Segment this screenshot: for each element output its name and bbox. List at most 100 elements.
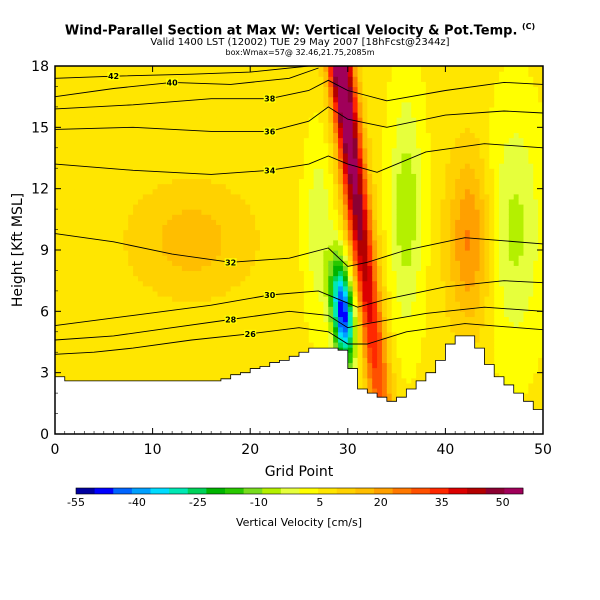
velocity-cell (313, 106, 320, 113)
velocity-cell (372, 280, 378, 287)
velocity-cell (313, 188, 320, 195)
velocity-cell (235, 239, 242, 246)
velocity-cell (313, 183, 320, 190)
velocity-cell (225, 301, 232, 307)
velocity-cell (255, 239, 261, 246)
velocity-cell (235, 357, 242, 364)
velocity-cell (55, 112, 61, 118)
velocity-cell (299, 219, 305, 226)
velocity-cell (186, 152, 193, 159)
velocity-cell (152, 239, 159, 246)
velocity-cell (240, 122, 246, 128)
velocity-cell (201, 198, 207, 205)
velocity-cell (172, 270, 178, 277)
velocity-cell (84, 234, 90, 241)
velocity-cell (357, 367, 364, 374)
velocity-cell (98, 372, 105, 379)
velocity-cell (255, 316, 261, 323)
velocity-cell (162, 224, 168, 231)
velocity-cell (206, 193, 212, 200)
velocity-cell (313, 280, 320, 287)
velocity-cell (294, 193, 300, 200)
velocity-cell (357, 193, 364, 200)
velocity-cell (328, 285, 334, 292)
velocity-cell (274, 331, 281, 338)
velocity-cell (362, 352, 368, 358)
velocity-cell (225, 142, 232, 149)
velocity-cell (152, 96, 159, 103)
velocity-cell (137, 316, 144, 323)
velocity-cell (289, 117, 295, 123)
velocity-cell (284, 173, 290, 180)
velocity-cell (59, 188, 66, 195)
velocity-cell (152, 244, 159, 251)
velocity-cell (299, 86, 305, 93)
velocity-cell (289, 214, 295, 220)
velocity-cell (377, 362, 383, 369)
velocity-cell (328, 183, 334, 190)
velocity-cell (303, 275, 310, 282)
velocity-cell (74, 168, 80, 174)
velocity-cell (55, 106, 61, 113)
velocity-cell (59, 280, 66, 287)
velocity-cell (118, 260, 124, 266)
velocity-cell (157, 306, 163, 312)
velocity-cell (94, 163, 100, 169)
velocity-cell (289, 168, 295, 174)
velocity-cell (118, 270, 124, 277)
velocity-cell (269, 326, 276, 333)
velocity-cell (269, 163, 276, 169)
velocity-cell (137, 178, 144, 185)
velocity-cell (191, 250, 198, 256)
velocity-cell (196, 152, 202, 159)
velocity-cell (264, 137, 271, 144)
velocity-cell (98, 265, 105, 272)
velocity-cell (274, 168, 281, 174)
velocity-cell (352, 234, 359, 241)
velocity-cell (328, 178, 334, 185)
velocity-cell (79, 158, 85, 164)
velocity-cell (220, 71, 227, 77)
velocity-cell (55, 188, 61, 195)
velocity-cell (113, 336, 120, 343)
velocity-cell (338, 229, 344, 236)
velocity-cell (167, 117, 173, 123)
velocity-cell (308, 147, 315, 154)
velocity-cell (103, 214, 110, 220)
velocity-cell (59, 372, 66, 379)
velocity-cell (299, 311, 305, 318)
velocity-cell (157, 214, 163, 220)
velocity-cell (303, 106, 310, 113)
velocity-cell (294, 331, 300, 338)
velocity-cell (103, 362, 110, 369)
velocity-cell (89, 342, 95, 348)
velocity-cell (157, 244, 163, 251)
velocity-cell (177, 178, 183, 185)
velocity-cell (128, 163, 134, 169)
velocity-cell (274, 188, 281, 195)
velocity-cell (186, 306, 193, 312)
velocity-cell (98, 239, 105, 246)
velocity-cell (333, 152, 339, 159)
velocity-cell (167, 331, 173, 338)
velocity-cell (191, 270, 198, 277)
velocity-cell (133, 342, 139, 348)
velocity-cell (255, 275, 261, 282)
velocity-cell (250, 163, 256, 169)
velocity-cell (386, 250, 393, 256)
velocity-cell (284, 347, 290, 353)
velocity-cell (89, 321, 95, 328)
velocity-cell (274, 183, 281, 190)
velocity-cell (59, 229, 66, 236)
velocity-cell (357, 147, 364, 154)
velocity-cell (206, 81, 212, 88)
velocity-cell (64, 270, 71, 277)
velocity-cell (201, 163, 207, 169)
velocity-cell (362, 285, 368, 292)
velocity-cell (386, 265, 393, 272)
velocity-cell (372, 306, 378, 312)
velocity-cell (55, 321, 61, 328)
velocity-cell (113, 147, 120, 154)
velocity-cell (230, 112, 237, 118)
velocity-cell (55, 137, 61, 144)
